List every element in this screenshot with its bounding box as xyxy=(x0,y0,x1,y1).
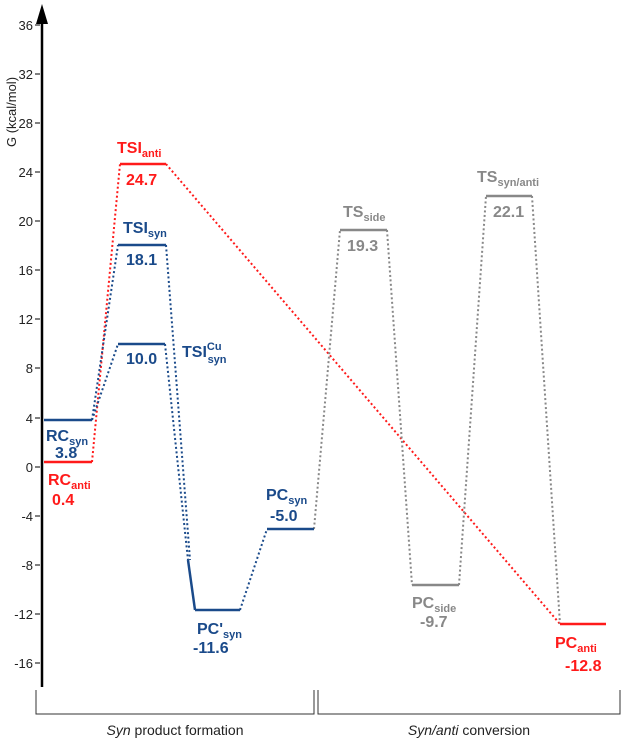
y-tick-label: 8 xyxy=(26,361,33,376)
connector-pcprime-to-pc-syn xyxy=(239,528,268,611)
section-brackets xyxy=(35,690,621,715)
y-axis-label: G (kcal/mol) xyxy=(4,77,19,147)
value-ts-syn-anti: 22.1 xyxy=(493,204,524,221)
y-tick-label: 12 xyxy=(19,312,33,327)
label-tsi-syn: TSIsyn xyxy=(123,220,167,240)
value-tsi-syn: 18.1 xyxy=(126,252,157,269)
bracket-syn-anti-conversion xyxy=(317,690,621,715)
connector-rc-syn-to-tsi-syn xyxy=(91,244,119,421)
y-axis: 36 32 28 24 20 16 12 8 4 0 -4 -8 -12 -16… xyxy=(4,4,48,687)
value-rc-anti: 0.4 xyxy=(52,492,74,509)
section-label-syn-product-formation: Syn product formation xyxy=(107,722,244,738)
label-pc-syn: PCsyn xyxy=(266,487,307,507)
connector-pc-side-to-ts-synanti xyxy=(458,195,487,586)
section-label-syn-anti-conversion: Syn/anti conversion xyxy=(408,722,530,738)
label-tsi-anti: TSIanti xyxy=(117,140,161,160)
connector-tsi-cu-to-pcprime xyxy=(164,343,189,561)
axis-arrow-icon xyxy=(36,4,48,24)
label-pc-side: PCside xyxy=(412,595,456,615)
y-tick-label: -16 xyxy=(14,656,33,671)
y-tick-label: -12 xyxy=(14,607,33,622)
label-rc-anti: RCanti xyxy=(48,472,91,492)
y-tick-label: -4 xyxy=(21,509,33,524)
connectors xyxy=(91,163,561,625)
y-tick-label: 4 xyxy=(26,411,33,426)
y-ticks xyxy=(35,24,40,664)
bracket-syn-product-formation xyxy=(35,690,315,715)
value-pc-syn: -5.0 xyxy=(270,508,298,525)
energy-levels xyxy=(44,162,606,626)
connector-tsi-syn-to-pcprime xyxy=(165,244,191,561)
label-tsi-cu-syn: TSICu syn xyxy=(182,341,227,366)
value-ts-side: 19.3 xyxy=(347,238,378,255)
y-tick-label: 36 xyxy=(19,18,33,33)
label-ts-side: TSside xyxy=(343,204,385,224)
connector-pc-syn-to-ts-side xyxy=(313,229,341,530)
value-pcprime-syn: -11.6 xyxy=(193,640,229,657)
connector-ts-side-to-pc-side xyxy=(386,229,413,586)
value-pc-side: -9.7 xyxy=(420,614,448,631)
value-tsi-cu-syn: 10.0 xyxy=(126,351,157,368)
y-tick-label: 16 xyxy=(19,263,33,278)
label-pc-anti: PCanti xyxy=(555,635,597,655)
connector-rc-syn-to-tsi-cu xyxy=(91,343,119,421)
y-tick-label: 20 xyxy=(19,214,33,229)
connector-ts-synanti-to-pc-anti xyxy=(531,195,561,625)
y-tick-label: 0 xyxy=(26,460,33,475)
y-tick-label: 28 xyxy=(19,116,33,131)
label-pcprime-syn: PC'syn xyxy=(197,621,242,641)
label-rc-syn: RCsyn xyxy=(46,428,88,448)
value-rc-syn: 3.8 xyxy=(55,445,77,462)
y-tick-label: -8 xyxy=(21,558,33,573)
y-tick-label: 32 xyxy=(19,67,33,82)
y-tick-label: 24 xyxy=(19,165,33,180)
connector-tsi-anti-to-pc-anti xyxy=(165,163,561,625)
label-ts-syn-anti: TSsyn/anti xyxy=(477,169,539,189)
connector-rc-anti-to-tsi-anti xyxy=(91,163,121,463)
value-pc-anti: -12.8 xyxy=(565,658,602,675)
value-tsi-anti: 24.7 xyxy=(126,172,157,189)
